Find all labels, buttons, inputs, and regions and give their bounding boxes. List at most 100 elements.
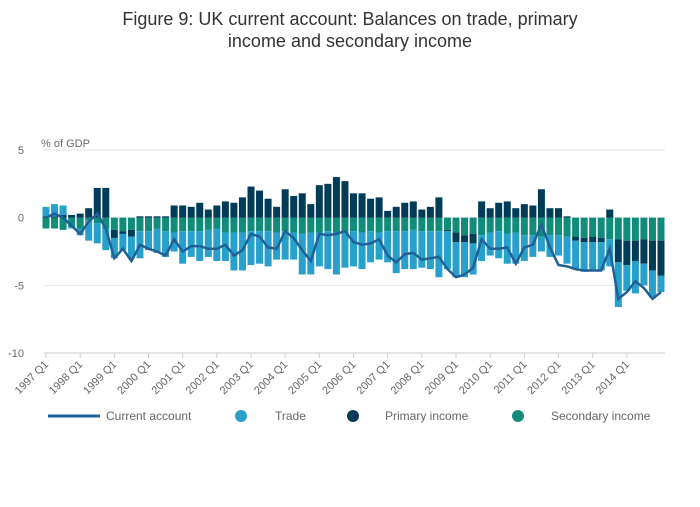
bar [392,206,400,218]
bar [623,265,631,291]
bar [554,235,563,256]
bar [247,231,255,266]
bar [648,270,656,298]
bar [349,231,358,267]
bar [443,229,451,232]
bar [290,217,298,233]
bar [657,217,665,241]
bar [51,216,59,218]
bar [580,242,588,272]
bar [315,232,323,267]
bar [375,232,383,260]
bar [452,242,460,278]
legend-label: Primary income [385,409,469,423]
x-tick-label: 2013 Q1 [559,359,597,397]
line [45,211,662,302]
bar [512,232,520,264]
legend-swatch [235,410,247,422]
bar [572,217,580,237]
bar [512,208,520,218]
bar [162,231,170,257]
bar [179,231,187,264]
bar [367,217,375,232]
bar [68,217,76,228]
bar [469,243,477,275]
bar [247,217,255,232]
bar [110,229,118,238]
bar [238,217,246,233]
bar [170,232,178,252]
bar [290,232,298,260]
bar [597,237,605,243]
bar [623,240,631,266]
bar [247,186,255,218]
bar [461,217,469,236]
bar [213,217,221,229]
bar [273,217,281,233]
bar [401,217,409,232]
bar [127,217,135,230]
bar [452,217,460,233]
bar [572,236,580,241]
x-tick-label: 2008 Q1 [389,359,427,397]
bar [170,205,178,218]
bar [213,205,221,218]
bar [640,217,648,240]
bar [426,231,434,270]
bar [102,187,110,218]
bar [443,231,451,270]
bar [358,232,366,270]
bar [42,217,50,229]
bar [187,231,195,257]
x-tick-label: 2005 Q1 [286,359,324,397]
bar [486,232,494,256]
bar [144,231,153,251]
bar [68,214,76,218]
bar [93,223,101,244]
bar [520,204,528,218]
bar [307,204,315,218]
bar [589,236,597,243]
x-tick-label: 2009 Q1 [423,359,461,397]
bar [606,217,614,240]
bar [221,232,229,261]
bar [298,193,306,218]
bar [648,217,656,241]
bar [102,217,110,229]
bar [640,263,648,286]
bar [221,201,229,218]
bar [435,231,443,278]
bar [631,240,639,261]
bar [153,216,161,218]
x-tick-label: 2001 Q1 [149,359,187,397]
bar [341,181,349,218]
bar [341,232,349,268]
bar [631,217,639,241]
bar [512,217,520,233]
bar [554,208,563,218]
y-tick-label: -10 [8,348,24,360]
bar [264,217,272,232]
bar [230,217,238,233]
bar [443,217,451,230]
bar [136,216,144,218]
bar [495,202,503,218]
bar [281,189,289,218]
bar [119,233,127,251]
bar [589,242,597,271]
bar [537,189,545,218]
bar [187,206,195,218]
bar [332,232,340,275]
bar [631,260,639,294]
bar [384,231,392,263]
bar [230,202,238,218]
bar [469,233,477,244]
bar [657,275,665,293]
bar [401,202,409,218]
bar [76,213,84,218]
bar [597,242,605,271]
bar [384,210,392,218]
bar [452,232,460,243]
bar [426,217,434,232]
bar [478,201,486,218]
